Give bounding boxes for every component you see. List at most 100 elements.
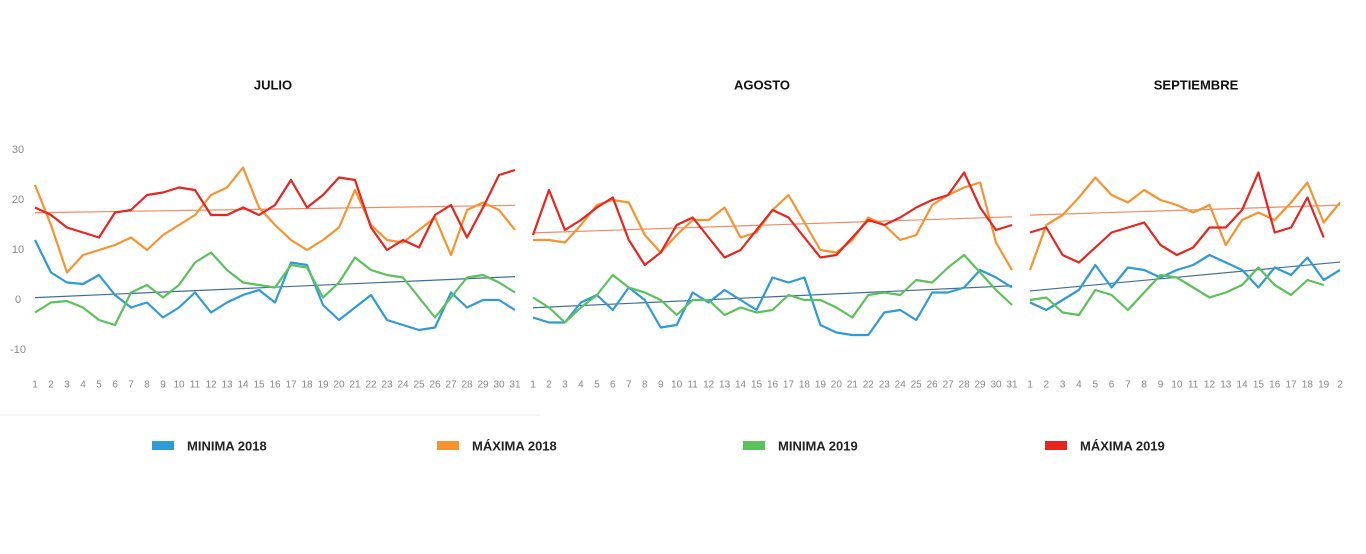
x-tick-label: 17 xyxy=(285,380,297,391)
x-tick-label: 24 xyxy=(397,380,409,391)
x-tick-label: 7 xyxy=(626,380,632,391)
x-tick-label: 6 xyxy=(610,380,616,391)
x-tick-label: 15 xyxy=(751,380,763,391)
x-tick-label: 13 xyxy=(221,380,233,391)
x-tick-label: 21 xyxy=(847,380,859,391)
x-tick-label: 8 xyxy=(144,380,150,391)
x-tick-label: 15 xyxy=(253,380,265,391)
series-line xyxy=(1029,253,1341,312)
x-tick-label: 19 xyxy=(1318,380,1330,391)
series-line xyxy=(33,166,516,274)
x-tick-label: 10 xyxy=(1171,380,1183,391)
x-tick-label: 14 xyxy=(1237,380,1249,391)
series-line xyxy=(1028,176,1341,271)
x-tick-label: 22 xyxy=(863,380,875,391)
x-tick-label: 12 xyxy=(1204,380,1216,391)
x-tick-label: 18 xyxy=(301,380,313,391)
x-tick-label: 17 xyxy=(783,380,795,391)
x-tick-label: 7 xyxy=(128,380,134,391)
x-tick-label: 14 xyxy=(735,380,747,391)
x-tick-label: 6 xyxy=(1109,380,1115,391)
x-tick-label: 10 xyxy=(671,380,683,391)
x-tick-label: 5 xyxy=(594,380,600,391)
legend-label: MÁXIMA 2018 xyxy=(472,438,557,453)
x-tick-label: 11 xyxy=(687,380,698,391)
x-tick-label: 1 xyxy=(32,380,38,391)
x-tick-label: 19 xyxy=(815,380,827,391)
x-tick-label: 23 xyxy=(879,380,891,391)
x-tick-label: 6 xyxy=(112,380,118,391)
x-tick-label: 2 xyxy=(48,380,54,391)
x-tick-label: 25 xyxy=(911,380,923,391)
x-tick-label: 18 xyxy=(1302,380,1314,391)
y-tick-label: 0 xyxy=(15,294,21,306)
x-tick-label: 31 xyxy=(1006,380,1018,391)
legend-swatch xyxy=(152,441,174,450)
y-tick-label: 30 xyxy=(12,144,24,156)
x-tick-label: 15 xyxy=(1253,380,1265,391)
x-tick-label: 3 xyxy=(562,380,568,391)
y-tick-label: 20 xyxy=(12,194,24,206)
x-tick-label: 2 xyxy=(1044,380,1050,391)
x-tick-label: 4 xyxy=(578,380,584,391)
x-tick-label: 8 xyxy=(1141,380,1147,391)
series-line xyxy=(532,253,1013,324)
x-tick-label: 2 xyxy=(1337,380,1343,391)
x-tick-label: 11 xyxy=(1188,380,1199,391)
x-tick-label: 20 xyxy=(333,380,345,391)
x-tick-label: 26 xyxy=(429,380,441,391)
series-line xyxy=(1029,266,1325,317)
x-tick-label: 27 xyxy=(445,380,457,391)
x-tick-label: 3 xyxy=(1060,380,1066,391)
x-tick-label: 30 xyxy=(990,380,1002,391)
x-tick-label: 16 xyxy=(269,380,281,391)
x-tick-label: 7 xyxy=(1125,380,1131,391)
trend-line xyxy=(1029,204,1341,216)
legend-label: MINIMA 2019 xyxy=(778,438,858,453)
series-line xyxy=(531,171,1013,267)
x-tick-label: 23 xyxy=(381,380,393,391)
x-tick-label: 17 xyxy=(1285,380,1297,391)
legend-label: MINIMA 2018 xyxy=(187,438,267,453)
x-tick-label: 9 xyxy=(1158,380,1164,391)
x-tick-label: 3 xyxy=(64,380,70,391)
x-tick-label: 29 xyxy=(477,380,489,391)
x-tick-label: 21 xyxy=(349,380,361,391)
x-tick-label: 4 xyxy=(80,380,86,391)
panel-title: JULIO xyxy=(254,77,292,92)
series-line xyxy=(533,181,1013,271)
x-tick-label: 18 xyxy=(799,380,811,391)
series-line xyxy=(34,239,516,332)
trend-line xyxy=(532,285,1013,309)
x-tick-label: 12 xyxy=(703,380,715,391)
legend-label: MÁXIMA 2019 xyxy=(1080,438,1165,453)
x-tick-label: 14 xyxy=(237,380,249,391)
series-line xyxy=(1029,171,1325,264)
series-line xyxy=(532,268,1013,337)
trend-line xyxy=(532,216,1013,234)
panel-title: SEPTIEMBRE xyxy=(1154,77,1239,92)
legend-swatch xyxy=(1045,441,1067,450)
legend-swatch xyxy=(743,441,765,450)
y-tick-label: -10 xyxy=(10,344,26,356)
x-tick-label: 9 xyxy=(160,380,166,391)
x-tick-label: 22 xyxy=(365,380,377,391)
x-tick-label: 1 xyxy=(1027,380,1033,391)
x-tick-label: 24 xyxy=(895,380,907,391)
x-tick-label: 20 xyxy=(831,380,843,391)
x-tick-label: 5 xyxy=(1092,380,1098,391)
x-tick-label: 30 xyxy=(493,380,505,391)
x-tick-label: 1 xyxy=(530,380,536,391)
x-tick-label: 19 xyxy=(317,380,329,391)
series-line xyxy=(34,251,516,327)
x-tick-label: 5 xyxy=(96,380,102,391)
x-tick-label: 26 xyxy=(927,380,939,391)
x-tick-label: 28 xyxy=(959,380,971,391)
x-tick-label: 31 xyxy=(509,380,521,391)
y-tick-label: 10 xyxy=(12,244,24,256)
x-tick-label: 16 xyxy=(1269,380,1281,391)
x-tick-label: 4 xyxy=(1076,380,1082,391)
x-tick-label: 12 xyxy=(205,380,217,391)
x-tick-label: 10 xyxy=(173,380,185,391)
